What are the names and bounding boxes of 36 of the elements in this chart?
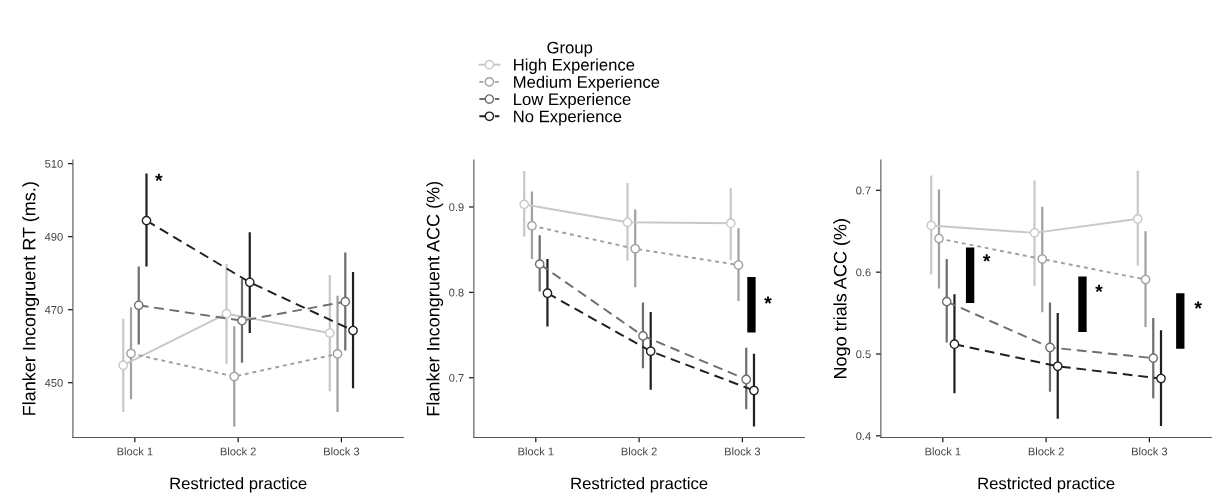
y-axis-title: Flanker Incongruent ACC (%) <box>426 181 444 416</box>
x-axis-title: Restricted practice <box>978 477 1115 493</box>
x-tick-label: Block 1 <box>925 447 961 456</box>
y-tick-label: 510 <box>45 159 63 168</box>
y-tick-label: 0.5 <box>856 350 871 359</box>
y-tick-label: 0.8 <box>449 288 464 297</box>
x-tick-label: Block 2 <box>621 447 657 456</box>
y-tick-label: 0.7 <box>449 374 464 382</box>
y-tick-label: 450 <box>44 379 63 387</box>
y-tick-label: 0.6 <box>856 268 871 277</box>
annotation: * <box>764 296 772 304</box>
annotation: * <box>1095 284 1103 293</box>
legend-label: High Experience <box>514 58 635 74</box>
x-tick-label: Block 2 <box>1028 447 1064 456</box>
annotation: * <box>155 173 163 182</box>
legend-label: Low Experience <box>514 92 631 109</box>
x-axis-title: Restricted practice <box>571 477 708 493</box>
x-axis-title: Restricted practice <box>170 477 307 493</box>
y-tick-label: 0.9 <box>449 203 464 212</box>
y-tick-label: 470 <box>44 305 63 314</box>
y-axis-title: Nogo trials ACC (%) <box>833 219 851 379</box>
y-axis-title: Flanker Incongruent RT (ms.) <box>22 182 40 415</box>
x-tick-label: Block 3 <box>1132 447 1168 456</box>
y-tick-label: 0.4 <box>856 432 871 440</box>
annotation: * <box>982 254 991 262</box>
x-tick-label: Block 1 <box>117 447 153 456</box>
x-tick-label: Block 3 <box>324 447 360 456</box>
x-tick-label: Block 2 <box>220 447 256 456</box>
y-tick-label: 490 <box>44 232 63 241</box>
x-tick-label: Block 3 <box>725 447 761 456</box>
legend-title: Group <box>547 41 593 57</box>
legend-label: Medium Experience <box>514 75 660 92</box>
x-tick-label: Block 1 <box>518 447 554 456</box>
annotation: * <box>1194 301 1202 309</box>
legend-label: No Experience <box>514 110 622 126</box>
y-tick-label: 0.7 <box>856 186 871 195</box>
